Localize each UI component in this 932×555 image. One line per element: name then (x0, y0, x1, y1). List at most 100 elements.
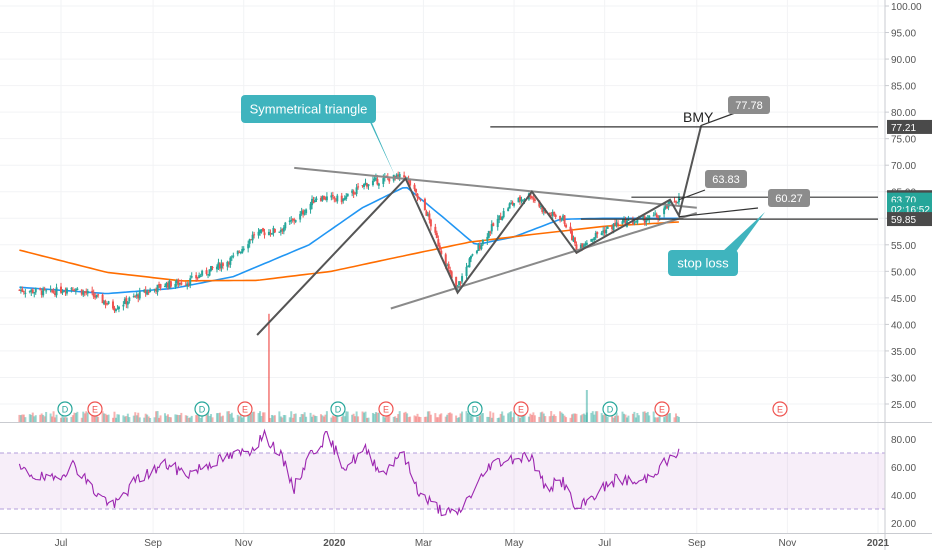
callout-box (241, 95, 376, 123)
volume-bar (554, 416, 557, 422)
volume-bar (217, 413, 220, 422)
candle-body (34, 288, 37, 293)
candle-body (260, 229, 263, 231)
volume-bar (438, 414, 441, 422)
price-tick-label: 80.00 (891, 108, 916, 119)
volume-bar (425, 416, 428, 422)
volume-bar (64, 416, 67, 422)
volume-bar (367, 417, 370, 422)
volume-bar (134, 412, 137, 422)
candle-body (290, 220, 293, 222)
volume-bar (263, 412, 266, 422)
candle-body (163, 286, 166, 288)
candle-body (437, 239, 440, 247)
volume-bar (128, 417, 131, 422)
candle-body (196, 277, 199, 279)
volume-bar (657, 417, 660, 422)
candle-body (211, 267, 214, 269)
candle-body (312, 200, 315, 204)
rsi-line (18, 428, 680, 517)
volume-bar (413, 415, 416, 422)
volume-bar (366, 417, 369, 422)
volume-bar (49, 413, 52, 422)
callout-price-77-78: 77.78 (728, 96, 770, 114)
candle-body (364, 182, 367, 185)
volume-bar (530, 414, 533, 422)
volume-bar (667, 413, 670, 422)
candle-body (575, 244, 578, 251)
volume-bar (34, 415, 37, 422)
candle-body (572, 238, 575, 242)
volume-bar (559, 411, 562, 422)
candle-body (468, 258, 471, 268)
candle-body (346, 193, 349, 197)
candle-body (174, 284, 177, 288)
candle-body (621, 221, 624, 225)
price-tick-label: 50.00 (891, 267, 916, 278)
volume-bar (450, 413, 453, 422)
marker-circle (330, 401, 346, 417)
volume-bar (302, 414, 305, 422)
volume-bar (76, 411, 79, 422)
candle-body (85, 291, 88, 294)
volume-bar (633, 411, 636, 422)
candle-body (541, 207, 544, 212)
volume-bar (104, 413, 107, 422)
volume-bar (156, 411, 159, 422)
volume-bar (521, 414, 524, 422)
candle-body (409, 179, 412, 186)
price-tick-label: 35.00 (891, 347, 916, 358)
earnings-marker: E (87, 401, 103, 417)
candle-body (220, 263, 223, 268)
candle-body (92, 293, 95, 297)
candle-body (186, 283, 189, 287)
callout-tail (368, 118, 396, 178)
volume-bar (643, 411, 646, 422)
volume-bar (262, 412, 265, 422)
candle-body (269, 232, 272, 234)
volume-bar (103, 413, 106, 422)
candle-body (113, 307, 116, 311)
volume-bar (19, 415, 22, 422)
volume-bar (449, 412, 452, 422)
volume-bar (39, 414, 42, 422)
candle-body (508, 203, 511, 209)
volume-bar (70, 417, 73, 422)
price-badge: 77.21 (887, 119, 932, 134)
candle-body (248, 239, 251, 244)
candle-body (554, 214, 557, 218)
wave-path (256, 125, 703, 336)
candle-body (563, 215, 566, 224)
candle-body (273, 228, 276, 233)
price-tick-label: 70.00 (891, 161, 916, 172)
candle-body (229, 257, 232, 265)
marker-label: E (518, 405, 524, 415)
candle-body (642, 216, 645, 219)
candle-body (201, 270, 204, 276)
dividend-marker: D (57, 401, 73, 417)
volume-bar (107, 414, 110, 422)
candle-body (490, 224, 493, 232)
candle-body (259, 229, 262, 234)
candle-body (303, 213, 306, 215)
volume-bar (550, 411, 553, 422)
callout-text: 63.83 (712, 174, 740, 186)
candle-body (217, 262, 220, 268)
candle-body (605, 229, 608, 234)
candle-body (475, 250, 478, 254)
candle-body (19, 289, 22, 292)
rsi-tick-label: 20.00 (891, 519, 916, 530)
volume-bar (248, 414, 251, 422)
candle-body (450, 271, 453, 279)
candle-body (676, 202, 679, 204)
volume-bar (529, 413, 532, 422)
candle-body (655, 214, 658, 218)
rsi-band (0, 453, 885, 509)
volume-bar (215, 413, 218, 422)
candle-body (590, 239, 593, 242)
candle-body (227, 262, 230, 265)
candle-body (371, 180, 374, 186)
candle-body (377, 183, 380, 186)
candle-body (459, 282, 462, 284)
